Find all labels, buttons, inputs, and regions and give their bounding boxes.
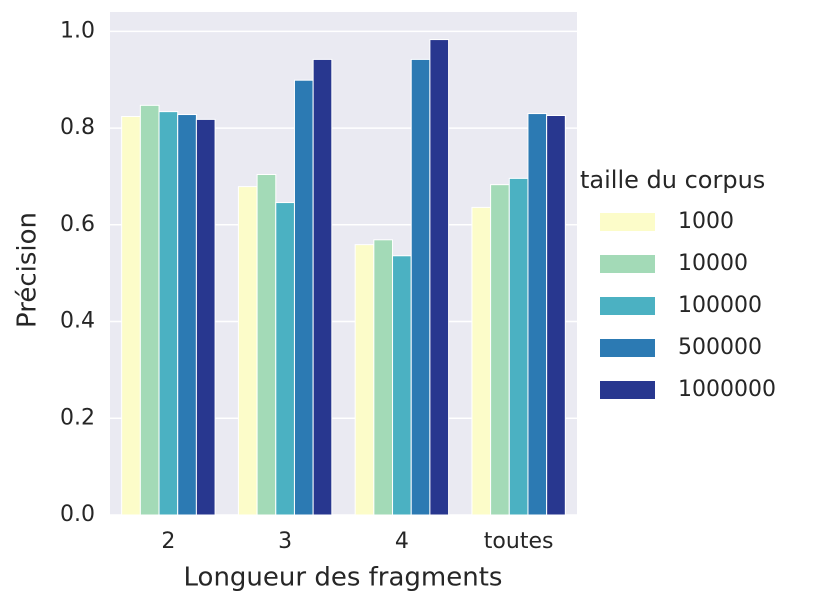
y-tick-label: 0.4 [60,309,95,334]
x-tick-label: 4 [395,529,409,554]
legend-label: 1000000 [678,377,776,402]
bar [293,79,314,516]
legend-label: 100000 [678,293,762,318]
y-tick-label: 1.0 [60,18,95,43]
y-tick-label: 0.6 [60,212,95,237]
y-tick-label: 0.2 [60,405,95,430]
bar [508,177,529,516]
x-axis-label: Longueur des fragments [184,563,503,592]
legend-swatch [600,255,655,273]
bar [392,255,412,516]
x-tick-label: 3 [278,529,292,554]
y-tick-label: 0.0 [60,502,95,527]
legend-swatch [600,339,655,357]
bar [354,244,375,516]
bar [275,202,295,516]
legend-swatch [600,297,655,315]
y-axis-label: Précision [13,212,43,328]
bar [373,239,394,516]
bar [410,58,431,516]
x-tick-label: 2 [161,529,175,554]
legend-label: 10000 [678,251,748,276]
legend-title: taille du corpus [580,166,765,194]
bar [546,115,566,516]
bar [158,111,179,516]
y-tick-label: 0.8 [60,115,95,140]
bar [471,206,492,516]
bar [527,113,548,516]
legend-swatch [600,213,655,231]
bar [490,184,510,516]
bar [256,174,277,516]
bar [177,114,197,516]
bar [121,115,141,516]
legend-swatch [600,381,655,399]
bar [139,104,160,516]
bar [237,186,258,516]
legend-label: 500000 [678,335,762,360]
legend-label: 1000 [678,209,734,234]
bar [312,58,333,516]
bar [429,39,450,516]
bar [195,118,216,516]
x-tick-label: toutes [484,529,554,554]
